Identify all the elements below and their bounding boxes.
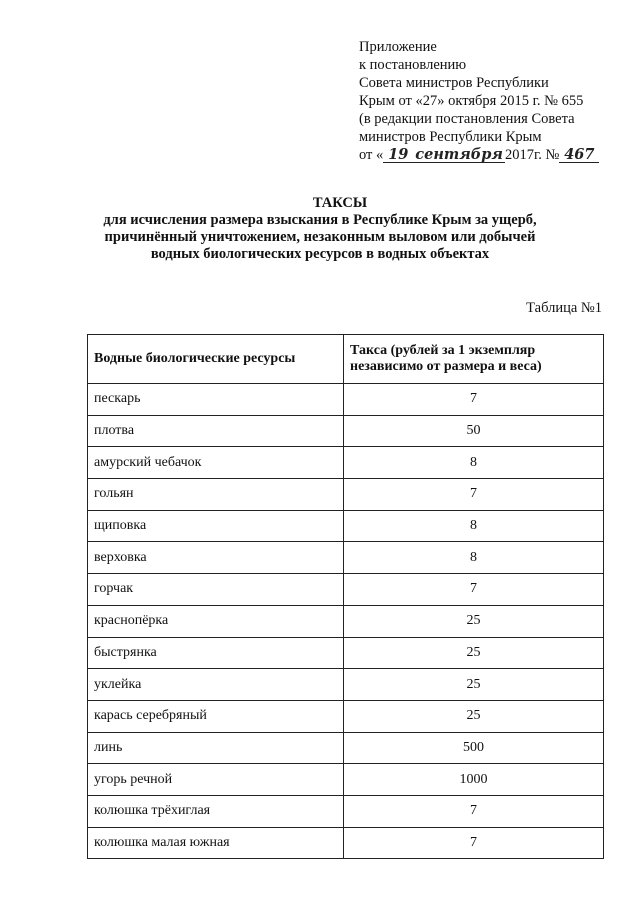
appendix-line: Приложение	[359, 39, 437, 55]
table-row: угорь речной 1000	[87, 763, 604, 796]
resource-name: линь	[87, 731, 344, 765]
tax-value: 7	[343, 478, 604, 511]
resource-name: горчак	[87, 573, 344, 606]
tax-value: 1000	[343, 763, 604, 796]
table-row: горчак 7	[87, 573, 604, 606]
resource-name: колюшка малая южная	[87, 826, 344, 860]
handwritten-day: 19	[383, 147, 414, 163]
table-row: краснопёрка 25	[87, 604, 604, 638]
table-row: быстрянка 25	[87, 636, 604, 670]
appendix-line: министров Республики Крым	[359, 129, 542, 145]
tax-value: 7	[343, 794, 604, 828]
table-row: гольян 7	[87, 478, 604, 511]
resource-name: угорь речной	[87, 763, 344, 796]
resource-name: уклейка	[87, 668, 344, 701]
table-row: плотва 50	[87, 414, 604, 448]
tax-value: 25	[343, 668, 604, 701]
appendix-date-line: от «19 сентября 2017г. № 467	[359, 146, 600, 164]
header-resource: Водные биологические ресурсы	[87, 334, 344, 384]
resource-name: краснопёрка	[87, 604, 344, 638]
year-text: 2017г. №	[504, 147, 560, 163]
table-row: пескарь 7	[87, 383, 604, 416]
resource-name: верховка	[87, 541, 344, 575]
tax-value: 500	[343, 731, 604, 765]
title-line: для исчисления размера взыскания в Респу…	[103, 212, 537, 228]
tax-value: 8	[343, 541, 604, 575]
table-row: колюшка трёхиглая 7	[87, 794, 604, 828]
resource-name: амурский чебачок	[87, 446, 344, 480]
table-row: верховка 8	[87, 541, 604, 575]
handwritten-number: 467	[559, 147, 600, 163]
document-title: ТАКСЫ для исчисления размера взыскания в…	[0, 195, 640, 263]
handwritten-month: сентября	[413, 146, 505, 163]
appendix-header: Приложение к постановлению Совета минист…	[359, 38, 600, 164]
table-row: карась серебряный 25	[87, 699, 604, 733]
tax-value: 25	[343, 699, 604, 733]
tax-value: 7	[343, 573, 604, 606]
tax-value: 7	[343, 383, 604, 416]
table-row: щиповка 8	[87, 509, 604, 543]
header-tax: Такса (рублей за 1 экземпляр независимо …	[343, 334, 604, 384]
title-main: ТАКСЫ	[312, 195, 368, 211]
appendix-line: Крым от «27» октября 2015 г. № 655	[359, 93, 584, 109]
tax-value: 50	[343, 414, 604, 448]
title-line: причинённый уничтожением, незаконным выл…	[104, 229, 536, 245]
table-label: Таблица №1	[526, 300, 602, 316]
title-line: водных биологических ресурсов в водных о…	[150, 246, 490, 262]
resource-name: быстрянка	[87, 636, 344, 670]
tax-value: 7	[343, 826, 604, 860]
tax-table: Водные биологические ресурсы Такса (рубл…	[87, 334, 604, 860]
tax-value: 8	[343, 509, 604, 543]
tax-value: 25	[343, 604, 604, 638]
resource-name: карась серебряный	[87, 699, 344, 733]
table-row: колюшка малая южная 7	[87, 826, 604, 860]
appendix-line: (в редакции постановления Совета	[359, 111, 575, 127]
tax-value: 8	[343, 446, 604, 480]
resource-name: колюшка трёхиглая	[87, 794, 344, 828]
resource-name: плотва	[87, 414, 344, 448]
table-header-row: Водные биологические ресурсы Такса (рубл…	[87, 334, 604, 384]
resource-name: гольян	[87, 478, 344, 511]
table-row: амурский чебачок 8	[87, 446, 604, 480]
table-row: уклейка 25	[87, 668, 604, 701]
appendix-line: Совета министров Республики	[359, 75, 549, 91]
table-row: линь 500	[87, 731, 604, 765]
resource-name: щиповка	[87, 509, 344, 543]
tax-value: 25	[343, 636, 604, 670]
appendix-line: к постановлению	[359, 57, 467, 73]
date-prefix: от «	[359, 147, 384, 163]
resource-name: пескарь	[87, 383, 344, 416]
